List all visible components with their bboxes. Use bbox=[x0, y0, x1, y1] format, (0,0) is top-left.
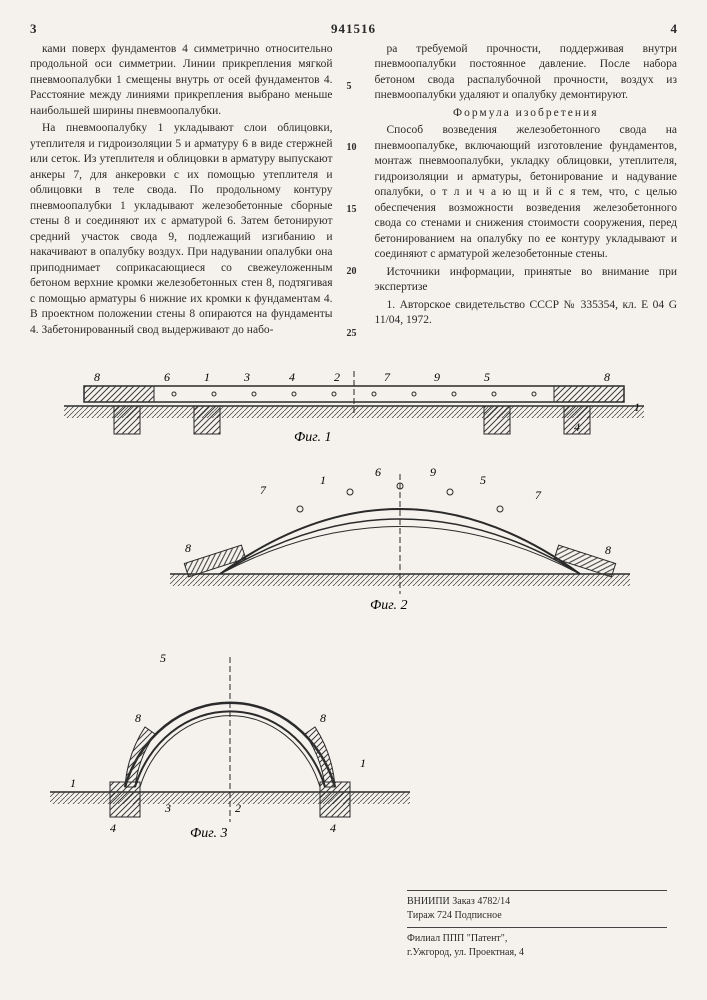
ref: 6 bbox=[375, 465, 381, 479]
ref: 7 bbox=[260, 483, 267, 497]
header-row: 3 941516 4 bbox=[30, 20, 677, 38]
ref-8b: 8 bbox=[604, 370, 610, 384]
column-left: ками поверх фундаментов 4 симметрично от… bbox=[30, 42, 333, 341]
fig3-label: Фиг. 3 bbox=[190, 826, 228, 841]
ref: 5 bbox=[160, 651, 166, 665]
ref-8: 8 bbox=[94, 370, 100, 384]
source-1: 1. Авторское свидетельство СССР № 335354… bbox=[375, 298, 678, 329]
footer-line-4: г.Ужгород, ул. Проектная, 4 bbox=[407, 947, 524, 958]
ref: 2 bbox=[235, 801, 241, 815]
ref: 4 bbox=[330, 821, 336, 835]
page-number-right: 4 bbox=[671, 20, 678, 38]
imprint-footer: ВНИИПИ Заказ 4782/14 Тираж 724 Подписное… bbox=[407, 890, 667, 960]
ref: 7 bbox=[535, 488, 542, 502]
ref-6: 6 bbox=[164, 370, 170, 384]
ref: 1 bbox=[320, 473, 326, 487]
line-marker: 25 bbox=[347, 327, 361, 341]
formula-title: Формула изобретения bbox=[375, 106, 678, 122]
ref: 8 bbox=[185, 541, 191, 555]
ref-7: 7 bbox=[384, 370, 391, 384]
footer-line-1: ВНИИПИ Заказ 4782/14 bbox=[407, 896, 510, 907]
text-columns: ками поверх фундаментов 4 симметрично от… bbox=[30, 42, 677, 341]
ref-4b: 4 bbox=[574, 420, 580, 434]
figure-3: 5 8 8 1 1 3 2 4 4 Фиг. 3 bbox=[40, 622, 420, 842]
ref: 8 bbox=[135, 711, 141, 725]
ref: 5 bbox=[480, 473, 486, 487]
line-marker: 15 bbox=[347, 203, 361, 217]
ref: 1 bbox=[360, 756, 366, 770]
line-number-gutter: 5 10 15 20 25 bbox=[347, 42, 361, 341]
patent-number: 941516 bbox=[37, 20, 671, 38]
left-para-1: ками поверх фундаментов 4 симметрично от… bbox=[30, 42, 333, 120]
fig1-label: Фиг. 1 bbox=[294, 430, 332, 445]
ref: 8 bbox=[605, 543, 611, 557]
right-para-1: ра требуемой прочности, поддерживая внут… bbox=[375, 42, 678, 104]
sources-title: Источники информации, принятые во вниман… bbox=[375, 265, 678, 296]
column-right: ра требуемой прочности, поддерживая внут… bbox=[375, 42, 678, 341]
left-para-2: На пневмоопалубку 1 укладывают слои обли… bbox=[30, 121, 333, 338]
fig2-label: Фиг. 2 bbox=[370, 598, 408, 613]
right-para-2: Способ возведения железобетонного свода … bbox=[375, 123, 678, 263]
ref: 3 bbox=[164, 801, 171, 815]
figure-1: 8 6 1 3 4 2 7 9 5 8 4 1 Фиг. 1 bbox=[44, 356, 664, 446]
footer-line-3: Филиал ППП "Патент", bbox=[407, 933, 507, 944]
ref-9: 9 bbox=[434, 370, 440, 384]
line-marker: 20 bbox=[347, 265, 361, 279]
line-marker: 10 bbox=[347, 141, 361, 155]
ref: 1 bbox=[70, 776, 76, 790]
footer-line-2: Тираж 724 Подписное bbox=[407, 910, 502, 921]
ref-4: 4 bbox=[289, 370, 295, 384]
ref-3: 3 bbox=[243, 370, 250, 384]
ref-1: 1 bbox=[204, 370, 210, 384]
line-marker: 5 bbox=[347, 80, 361, 94]
ref: 9 bbox=[430, 465, 436, 479]
ref: 8 bbox=[320, 711, 326, 725]
figure-2: 7 1 6 9 5 7 8 8 Фиг. 2 bbox=[150, 454, 650, 614]
figures-block: 8 6 1 3 4 2 7 9 5 8 4 1 Фиг. 1 bbox=[30, 356, 677, 842]
ref: 4 bbox=[110, 821, 116, 835]
ref-5: 5 bbox=[484, 370, 490, 384]
ref-1b: 1 bbox=[634, 400, 640, 414]
ref-2: 2 bbox=[334, 370, 340, 384]
